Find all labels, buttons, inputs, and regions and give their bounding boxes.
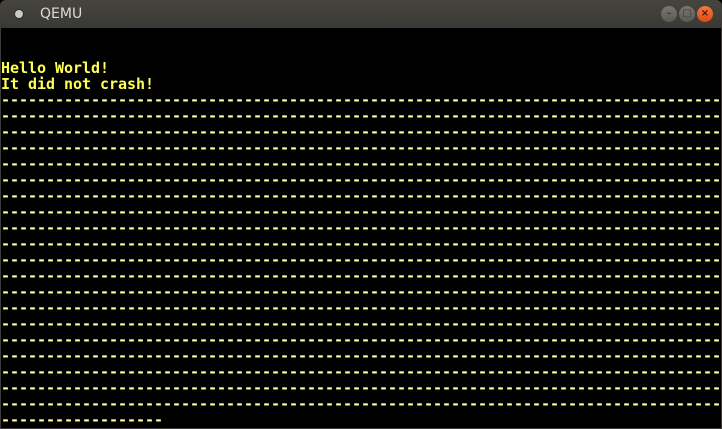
minimize-button[interactable]: –: [661, 6, 677, 22]
app-icon: [15, 10, 23, 18]
window-title: QEMU: [40, 6, 83, 22]
console-line: ----------------------------------------…: [1, 251, 721, 269]
title-bar[interactable]: QEMU – □ ×: [0, 0, 722, 28]
console-line: ------------------: [1, 411, 164, 428]
console-line: ----------------------------------------…: [1, 267, 721, 285]
close-button[interactable]: ×: [697, 6, 713, 22]
vm-display[interactable]: Hello World! It did not crash! -----------…: [1, 28, 721, 428]
console-line: ----------------------------------------…: [1, 219, 721, 237]
console-line: ----------------------------------------…: [1, 155, 721, 173]
console-line: ----------------------------------------…: [1, 363, 721, 381]
console-line: ----------------------------------------…: [1, 315, 721, 333]
console-line: ----------------------------------------…: [1, 107, 721, 125]
console-line: ----------------------------------------…: [1, 299, 721, 317]
console-line: ----------------------------------------…: [1, 347, 721, 365]
console-line: ----------------------------------------…: [1, 283, 721, 301]
maximize-button[interactable]: □: [679, 6, 695, 22]
console-line: [1, 44, 721, 60]
console-line: It did not crash!: [1, 75, 155, 93]
console-line: ----------------------------------------…: [1, 395, 721, 413]
console-line: ----------------------------------------…: [1, 123, 721, 141]
console-line: ----------------------------------------…: [1, 235, 721, 253]
console-line: ----------------------------------------…: [1, 171, 721, 189]
console-line: ----------------------------------------…: [1, 203, 721, 221]
console-line: ----------------------------------------…: [1, 331, 721, 349]
console-line: [1, 28, 721, 44]
console-line: ----------------------------------------…: [1, 91, 721, 109]
console-line: Hello World!: [1, 59, 110, 77]
console-line: ----------------------------------------…: [1, 139, 721, 157]
console-line: ----------------------------------------…: [1, 187, 721, 205]
console-line: ----------------------------------------…: [1, 379, 721, 397]
